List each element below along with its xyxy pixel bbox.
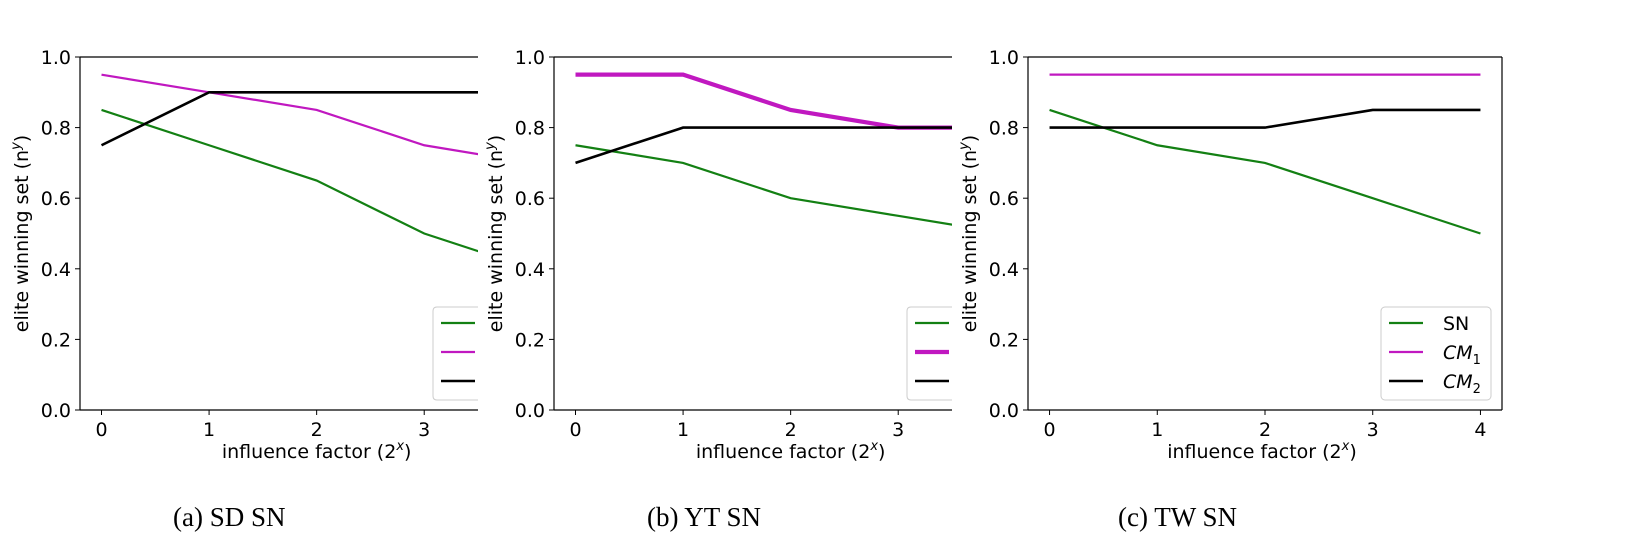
y-tick-label: 0.0 [989, 400, 1019, 422]
series-line-cm1 [575, 72, 952, 130]
y-tick-label: 1.0 [515, 47, 545, 69]
y-tick-label: 0.6 [41, 188, 71, 210]
x-tick-label: 0 [95, 419, 107, 441]
legend-label-sn: SN [1443, 313, 1469, 335]
series-line-cm1 [101, 73, 478, 156]
x-axis-label: influence factor (2x) [222, 439, 412, 463]
y-tick-label: 0.4 [41, 259, 71, 281]
y-tick-label: 0.4 [989, 259, 1019, 281]
y-tick-label: 0.2 [41, 329, 71, 351]
x-axis-label: influence factor (2x) [696, 439, 886, 463]
x-tick-label: 0 [1043, 419, 1055, 441]
y-tick-label: 0.8 [989, 118, 1019, 140]
series-line-cm2 [100, 91, 478, 147]
chart-caption-tw-sn: (c) TW SN [1118, 502, 1237, 532]
legend-label-cm2: CM2 [1443, 371, 1481, 397]
x-tick-label: 3 [892, 419, 904, 441]
chart-caption-sd-sn: (a) SD SN [173, 502, 286, 532]
plot-lines [1049, 73, 1481, 235]
legend-label-cm1: CM1 [1443, 342, 1481, 368]
chart-panel-tw-sn: 0.0 0.2 0.4 0.6 0.8 1.0 0 1 2 3 4 influence factor … [948, 0, 1548, 533]
plot-lines [100, 73, 478, 253]
y-tick-label: 0.6 [989, 188, 1019, 210]
plot-lines [575, 72, 952, 226]
y-tick-label: 0.2 [989, 329, 1019, 351]
chart-panel-yt-sn: 0.0 0.2 0.4 0.6 0.8 1.0 0 1 2 3 influence factor (… [474, 0, 974, 533]
x-axis-label: influence factor (2x) [1167, 439, 1357, 463]
chart-caption-yt-sn: (b) YT SN [647, 502, 761, 532]
y-tick-label: 0.8 [515, 118, 545, 140]
y-tick-label: 1.0 [989, 47, 1019, 69]
series-line-sn [101, 108, 478, 253]
y-axis-label: elite winning set (ny) [957, 135, 981, 332]
chart-svg-tw-sn: 0.0 0.2 0.4 0.6 0.8 1.0 0 1 2 3 4 influence factor … [957, 47, 1503, 463]
x-tick-label: 0 [569, 419, 581, 441]
x-tick-label: 3 [418, 419, 430, 441]
y-tick-label: 0.6 [515, 188, 545, 210]
x-tick-label: 2 [1259, 419, 1271, 441]
x-tick-label: 1 [1151, 419, 1163, 441]
x-tick-label: 1 [677, 419, 689, 441]
x-tick-label: 4 [1474, 419, 1486, 441]
chart-panel-sd-sn: 0.0 0.2 0.4 0.6 0.8 1.0 0 1 2 3 influence factor (… [0, 0, 500, 533]
legend-box [1380, 306, 1492, 401]
series-line-sn [575, 144, 952, 226]
x-tick-label: 2 [785, 419, 797, 441]
x-tick-label: 2 [311, 419, 323, 441]
chart-svg-sd-sn: 0.0 0.2 0.4 0.6 0.8 1.0 0 1 2 3 influence factor (… [9, 47, 478, 463]
y-tick-label: 0.2 [515, 329, 545, 351]
y-tick-label: 1.0 [41, 47, 71, 69]
x-tick-label: 1 [203, 419, 215, 441]
y-tick-label: 0.4 [515, 259, 545, 281]
y-tick-label: 0.0 [515, 400, 545, 422]
y-tick-label: 0.8 [41, 118, 71, 140]
y-axis-label: elite winning set (ny) [483, 135, 507, 332]
y-axis-label: elite winning set (ny) [9, 135, 33, 332]
y-tick-label: 0.0 [41, 400, 71, 422]
series-line-cm2 [575, 126, 952, 165]
x-tick-label: 3 [1367, 419, 1379, 441]
legend-box [432, 306, 478, 401]
series-line-sn [1049, 108, 1481, 235]
chart-svg-yt-sn: 0.0 0.2 0.4 0.6 0.8 1.0 0 1 2 3 influence factor (… [483, 47, 952, 463]
series-line-cm2 [1049, 108, 1481, 129]
